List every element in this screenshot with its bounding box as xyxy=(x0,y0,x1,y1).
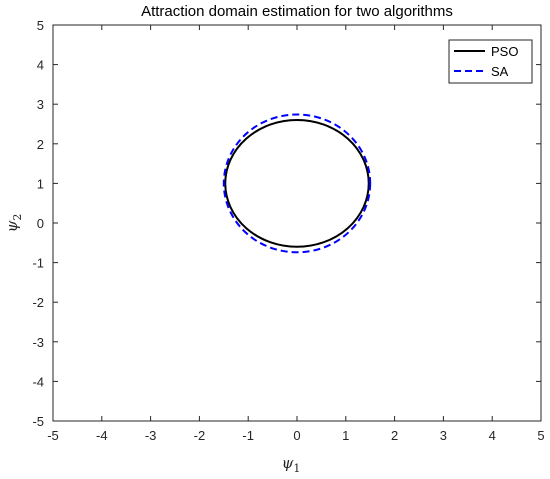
x-axis-subscript: 1 xyxy=(293,462,300,475)
x-tick-label: 3 xyxy=(440,428,447,443)
x-tick-label: 1 xyxy=(342,428,349,443)
y-axis-label: ψ2 xyxy=(3,214,24,233)
legend-label-sa: SA xyxy=(491,64,509,79)
y-tick-label: -5 xyxy=(32,414,44,429)
y-tick-label: -2 xyxy=(32,295,44,310)
x-axis-symbol: ψ xyxy=(282,454,294,472)
series-curve-sa xyxy=(222,113,372,254)
x-axis-label: ψ1 xyxy=(282,454,301,475)
y-tick-label: -1 xyxy=(32,256,44,271)
y-tick-label: 1 xyxy=(37,176,44,191)
y-tick-label: 5 xyxy=(37,18,44,33)
x-tick-label: -4 xyxy=(96,428,108,443)
x-tick-label: -1 xyxy=(242,428,254,443)
plot-area xyxy=(53,25,541,421)
y-tick-label: 0 xyxy=(37,216,44,231)
y-tick-label: -3 xyxy=(32,335,44,350)
x-tick-label: -2 xyxy=(194,428,206,443)
x-tick-label: 2 xyxy=(391,428,398,443)
series-layer xyxy=(222,113,372,254)
series-curve-pso xyxy=(224,119,370,248)
x-tick-label: 4 xyxy=(489,428,496,443)
y-tick-label: 3 xyxy=(37,97,44,112)
legend-box xyxy=(448,39,533,84)
y-axis-subscript: 2 xyxy=(11,214,24,221)
y-tick-label: 4 xyxy=(37,58,44,73)
y-axis-symbol: ψ xyxy=(3,220,21,232)
y-tick-label: 2 xyxy=(37,137,44,152)
chart-title: Attraction domain estimation for two alg… xyxy=(141,3,453,20)
x-tick-label: -3 xyxy=(145,428,157,443)
y-tick-label: -4 xyxy=(32,374,44,389)
ticks-layer: -5 -4 -3 -2 -1 0 1 2 3 4 5 -5 -4 -3 -2 -1 0 1 2 3 4 5 xyxy=(32,18,544,443)
x-tick-label: 0 xyxy=(293,428,300,443)
x-tick-label: -5 xyxy=(47,428,59,443)
legend-label-pso: PSO xyxy=(491,44,518,59)
x-tick-label: 5 xyxy=(537,428,544,443)
legend: PSO SA xyxy=(448,39,533,84)
